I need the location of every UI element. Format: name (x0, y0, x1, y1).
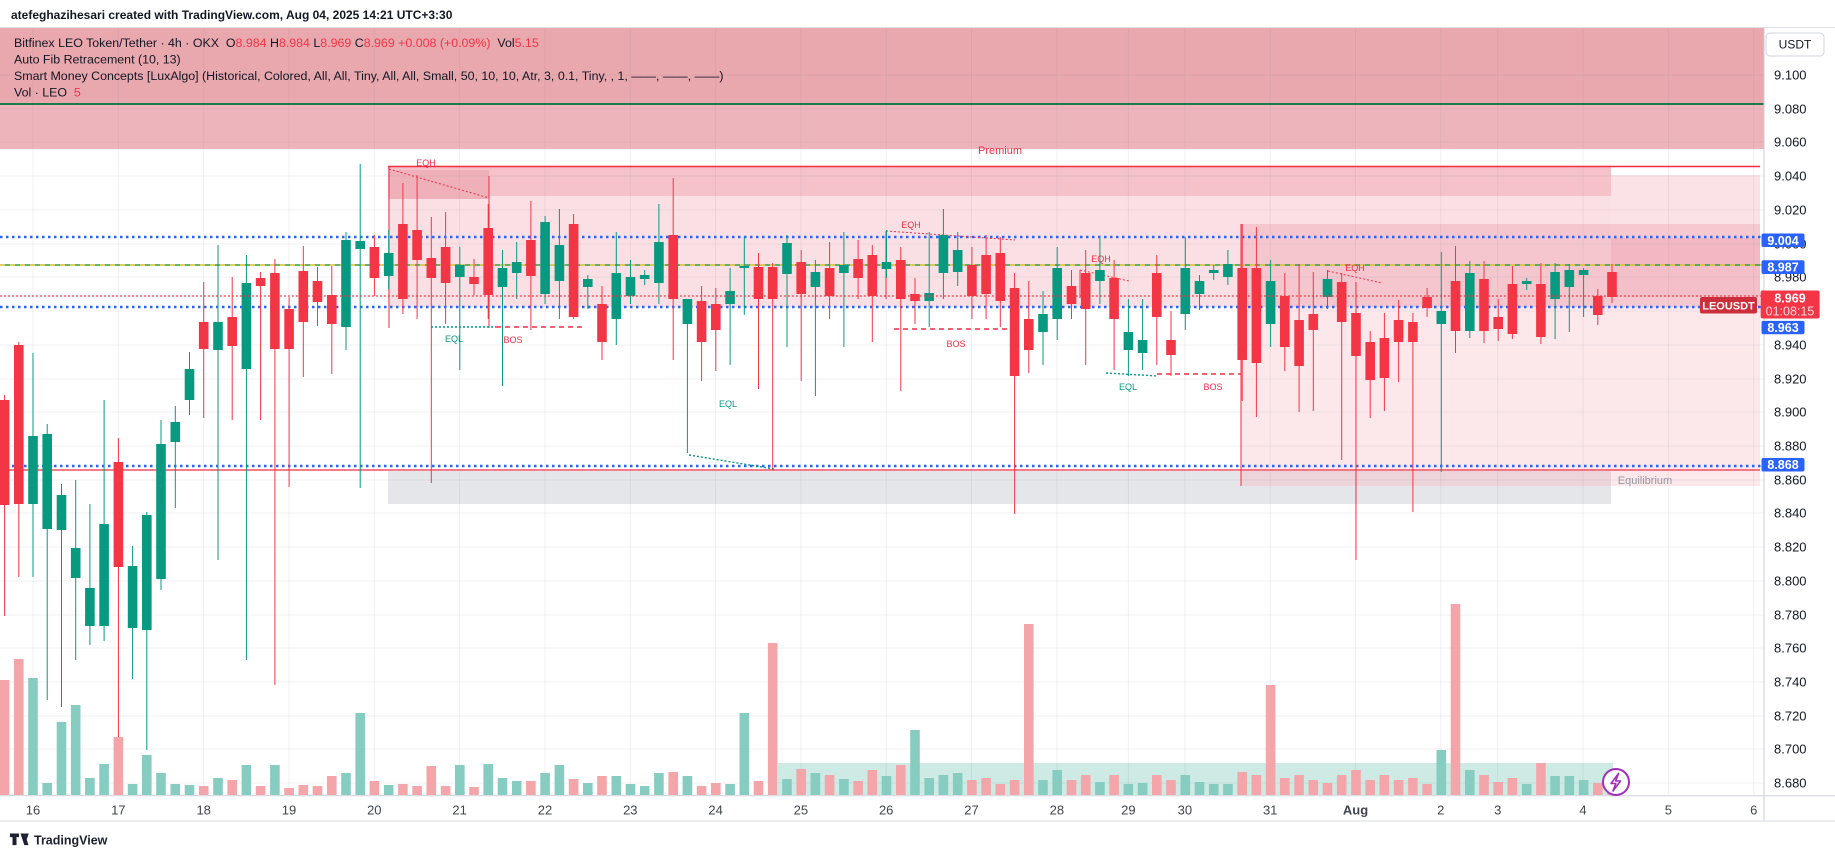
svg-text:21: 21 (452, 803, 466, 818)
svg-text:24: 24 (708, 803, 722, 818)
svg-text:17: 17 (111, 803, 125, 818)
svg-text:16: 16 (26, 803, 40, 818)
svg-text:EQH: EQH (1345, 263, 1365, 273)
svg-text:8.780: 8.780 (1774, 608, 1807, 623)
svg-text:9.040: 9.040 (1774, 169, 1807, 184)
svg-text:USDT: USDT (1779, 38, 1812, 52)
svg-text:BOS: BOS (1203, 382, 1222, 392)
svg-text:8.700: 8.700 (1774, 742, 1807, 757)
svg-text:Aug: Aug (1343, 803, 1368, 818)
svg-text:27: 27 (964, 803, 978, 818)
svg-text:EQH: EQH (1091, 254, 1111, 264)
svg-text:8.963: 8.963 (1767, 321, 1798, 335)
svg-text:19: 19 (282, 803, 296, 818)
svg-text:Smart Money Concepts [LuxAlgo]: Smart Money Concepts [LuxAlgo] (Historic… (14, 69, 724, 83)
svg-text:BOS: BOS (503, 335, 522, 345)
svg-text:9.100: 9.100 (1774, 68, 1807, 83)
svg-text:20: 20 (367, 803, 381, 818)
svg-text:8.740: 8.740 (1774, 675, 1807, 690)
svg-text:Premium: Premium (978, 145, 1022, 157)
svg-text:22: 22 (538, 803, 552, 818)
svg-text:26: 26 (879, 803, 893, 818)
svg-text:8.860: 8.860 (1774, 473, 1807, 488)
svg-text:25: 25 (794, 803, 808, 818)
svg-text:6: 6 (1750, 803, 1757, 818)
svg-text:8.680: 8.680 (1774, 776, 1807, 791)
svg-text:01:08:15: 01:08:15 (1766, 305, 1815, 319)
svg-text:9.004: 9.004 (1767, 234, 1798, 248)
svg-text:8.900: 8.900 (1774, 405, 1807, 420)
svg-text:8.969: 8.969 (1774, 292, 1805, 306)
svg-text:TradingView: TradingView (34, 834, 108, 848)
svg-text:8.987: 8.987 (1767, 261, 1798, 275)
svg-text:Auto Fib Retracement (10, 13): Auto Fib Retracement (10, 13) (14, 53, 181, 67)
svg-text:29: 29 (1121, 803, 1135, 818)
svg-text:8.820: 8.820 (1774, 540, 1807, 555)
svg-text:8.920: 8.920 (1774, 372, 1807, 387)
svg-text:LEOUSDT: LEOUSDT (1702, 301, 1755, 313)
svg-text:9.060: 9.060 (1774, 135, 1807, 150)
svg-text:18: 18 (196, 803, 210, 818)
svg-text:30: 30 (1178, 803, 1192, 818)
svg-text:23: 23 (623, 803, 637, 818)
svg-text:BOS: BOS (946, 339, 965, 349)
svg-text:3: 3 (1494, 803, 1501, 818)
svg-text:EQL: EQL (445, 334, 463, 344)
svg-text:31: 31 (1263, 803, 1277, 818)
svg-text:9.080: 9.080 (1774, 102, 1807, 117)
svg-text:8.868: 8.868 (1767, 458, 1798, 472)
svg-text:2: 2 (1437, 803, 1444, 818)
svg-text:Equilibrium: Equilibrium (1618, 475, 1672, 487)
svg-text:8.760: 8.760 (1774, 641, 1807, 656)
svg-text:5: 5 (1665, 803, 1672, 818)
svg-text:8.720: 8.720 (1774, 709, 1807, 724)
svg-text:4: 4 (1579, 803, 1586, 818)
svg-text:28: 28 (1050, 803, 1064, 818)
svg-text:Vol · LEO 5: Vol · LEO 5 (14, 86, 81, 100)
svg-text:Bitfinex LEO Token/Tether · 4h: Bitfinex LEO Token/Tether · 4h · OKX O8.… (14, 36, 539, 50)
svg-text:EQH: EQH (901, 220, 921, 230)
svg-text:8.880: 8.880 (1774, 439, 1807, 454)
svg-text:atefeghazihesari created with: atefeghazihesari created with TradingVie… (11, 8, 453, 22)
svg-text:8.840: 8.840 (1774, 506, 1807, 521)
svg-text:EQL: EQL (1119, 382, 1137, 392)
svg-text:EQL: EQL (719, 399, 737, 409)
svg-text:8.940: 8.940 (1774, 338, 1807, 353)
svg-text:9.020: 9.020 (1774, 203, 1807, 218)
svg-text:8.800: 8.800 (1774, 574, 1807, 589)
svg-text:EQH: EQH (416, 158, 436, 168)
